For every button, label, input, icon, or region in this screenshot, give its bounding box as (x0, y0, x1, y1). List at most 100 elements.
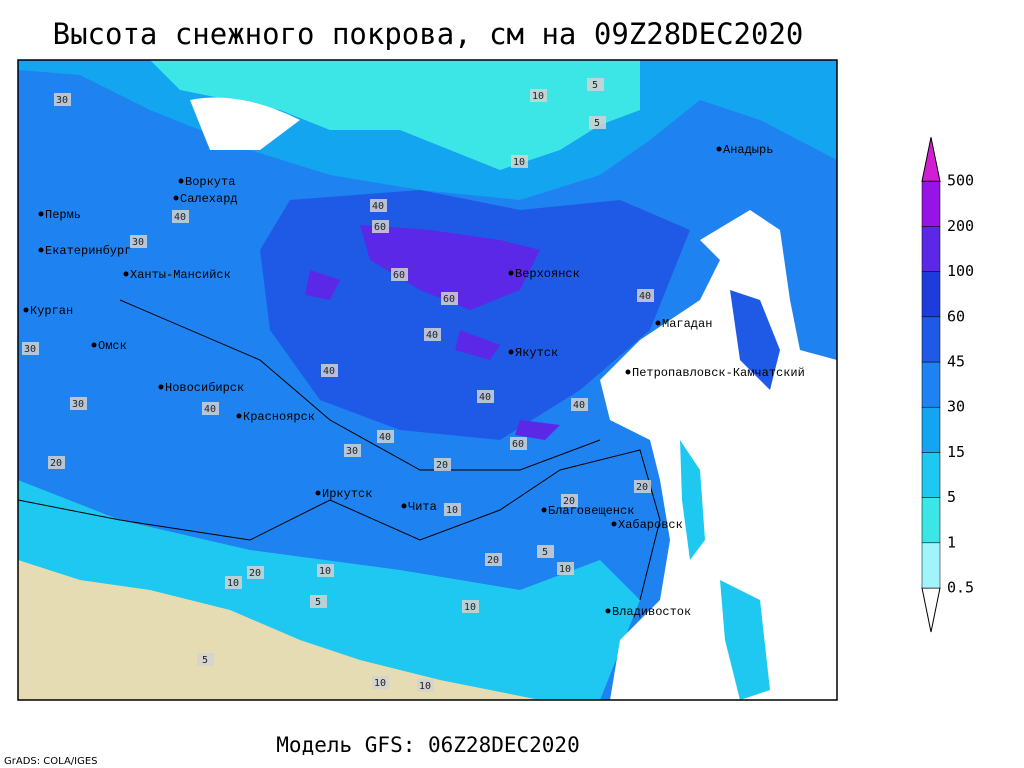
contour-label-box (317, 564, 334, 577)
colorbar-band (921, 316, 941, 363)
contour-label-box (637, 289, 654, 302)
contour-label: 10 (319, 566, 331, 577)
contour-label: 30 (56, 95, 68, 106)
city-label: Воркута (185, 175, 235, 189)
contour-label: 10 (446, 505, 458, 516)
contour-label: 60 (393, 270, 405, 281)
city-dot (123, 271, 129, 277)
contour-label: 10 (227, 578, 239, 589)
city-dot (508, 270, 514, 276)
colorbar-label: 200 (947, 217, 974, 235)
contour-label: 5 (315, 597, 321, 608)
colorbar-label: 5 (947, 488, 956, 506)
contour-label: 20 (563, 496, 575, 507)
city-label: Благовещенск (548, 504, 634, 518)
city-label: Курган (30, 304, 73, 318)
contour-label-box (22, 342, 39, 355)
city-label: Пермь (45, 208, 81, 222)
city-label: Якутск (515, 346, 558, 360)
arctic-sea-ice (150, 60, 640, 170)
city-label: Магадан (662, 317, 712, 331)
credit: GrADS: COLA/IGES (4, 756, 98, 767)
border (119, 299, 601, 471)
contour-label-box (70, 397, 87, 410)
model-run: Модель GFS: 06Z28DEC2020 (276, 733, 579, 757)
colorbar-band (921, 452, 941, 498)
contour-label: 30 (72, 399, 84, 410)
heavy-snow (305, 225, 560, 440)
city-label: Омск (98, 339, 127, 353)
contour-label-box (589, 116, 606, 129)
contour-label: 20 (50, 458, 62, 469)
colorbar-label: 15 (947, 443, 965, 461)
city-dot (38, 211, 44, 217)
city-dot (173, 195, 179, 201)
contour-label: 40 (573, 400, 585, 411)
contour-label-box (54, 93, 71, 106)
city-label: Чита (408, 500, 437, 514)
contour-label-box (130, 235, 147, 248)
contour-label: 40 (479, 392, 491, 403)
city-label: Екатеринбург (45, 244, 131, 258)
contour-label-box (344, 444, 361, 457)
colorbar-band (921, 226, 941, 272)
contour-label: 30 (132, 237, 144, 248)
contour-label: 10 (513, 157, 525, 168)
islands (680, 440, 770, 700)
city-dot (655, 320, 661, 326)
contour-label: 10 (559, 564, 571, 575)
contour-label-box (202, 402, 219, 415)
map-frame (17, 59, 838, 701)
contour-label-box (372, 220, 389, 233)
contour-label: 10 (464, 602, 476, 613)
title: Высота снежного покрова, см на 09Z28DEC2… (53, 17, 804, 51)
pacific-ocean (600, 210, 837, 700)
contour-label: 40 (204, 404, 216, 415)
contour-label-box (561, 494, 578, 507)
city-label: Петропавловск-Камчатский (632, 366, 805, 380)
contour-label-box (485, 553, 502, 566)
contour-label: 40 (379, 432, 391, 443)
city-dot (605, 608, 611, 614)
contour-label: 10 (374, 678, 386, 689)
contour-label-box (370, 199, 387, 212)
map (18, 60, 837, 700)
city-dot (178, 178, 184, 184)
city-dot (158, 384, 164, 390)
colorbar-label: 500 (947, 172, 974, 190)
city-dot (23, 307, 29, 313)
contour-label-box (587, 78, 604, 91)
contour-label: 10 (532, 91, 544, 102)
colorbar-band (921, 497, 941, 544)
colorbar-low (921, 587, 941, 633)
contour-label-box (510, 437, 527, 450)
contour-label: 40 (372, 201, 384, 212)
contour-label-box (197, 653, 214, 666)
colorbar-label: 30 (947, 398, 965, 416)
contour-label: 5 (592, 80, 598, 91)
contour-label: 5 (542, 547, 548, 558)
colorbar-band (921, 271, 941, 318)
contour-label: 5 (202, 655, 208, 666)
colorbar-label: 1 (947, 533, 956, 551)
contour-label-box (321, 364, 338, 377)
city-dot (315, 490, 321, 496)
contour-label: 10 (419, 681, 431, 692)
contour-label: 30 (346, 446, 358, 457)
city-dot (38, 247, 44, 253)
contour-label: 40 (174, 212, 186, 223)
kamchatka (730, 290, 780, 390)
contour-label: 40 (639, 291, 651, 302)
city-label: Иркутск (322, 487, 372, 501)
city-label: Верхоянск (515, 267, 580, 281)
city-dot (611, 521, 617, 527)
city-dot (625, 369, 631, 375)
colorbar-label: 60 (947, 307, 965, 325)
city-label: Владивосток (612, 605, 691, 619)
contour-label: 40 (323, 366, 335, 377)
city-label: Анадырь (723, 143, 773, 157)
contour-label-box (477, 390, 494, 403)
contour-label-box (424, 328, 441, 341)
contour-label-box (225, 576, 242, 589)
contour-label-box (462, 600, 479, 613)
